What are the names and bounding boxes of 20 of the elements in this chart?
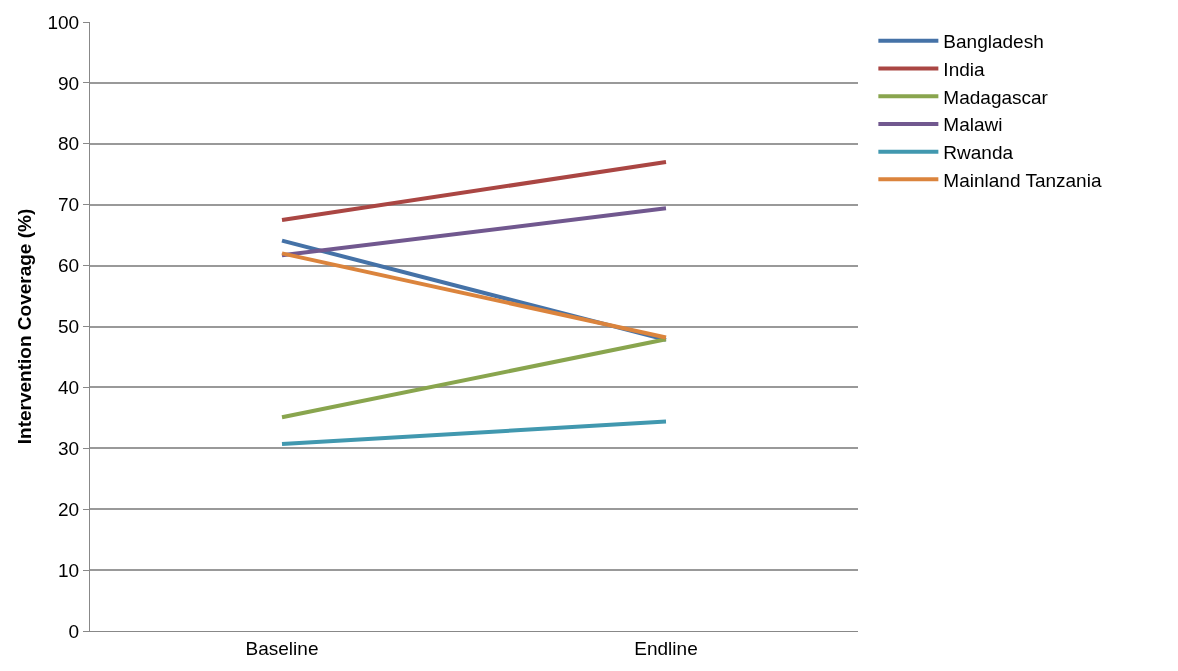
y-tick-label: 70 — [58, 194, 80, 216]
legend-label: Mainland Tanzania — [943, 169, 1102, 191]
y-tick-label: 90 — [58, 72, 80, 94]
legend-label: India — [943, 58, 985, 80]
legend-label: Rwanda — [943, 142, 1014, 164]
y-tick-label: 80 — [58, 133, 80, 155]
legend-label: Madagascar — [943, 86, 1049, 108]
y-tick-label: 100 — [47, 11, 80, 33]
x-tick-label: Endline — [634, 637, 698, 659]
y-tick-label: 60 — [58, 255, 80, 277]
y-axis-title: Intervention Coverage (%) — [14, 208, 36, 445]
y-tick-label: 0 — [68, 620, 80, 642]
y-tick-label: 10 — [58, 559, 80, 581]
legend-label: Malawi — [943, 114, 1003, 136]
y-tick-label: 40 — [58, 377, 80, 399]
legend-label: Bangladesh — [943, 31, 1044, 53]
y-tick-label: 30 — [58, 437, 80, 459]
y-tick-label: 20 — [58, 498, 80, 520]
x-tick-label: Baseline — [245, 637, 319, 659]
y-tick-label: 50 — [58, 316, 80, 338]
